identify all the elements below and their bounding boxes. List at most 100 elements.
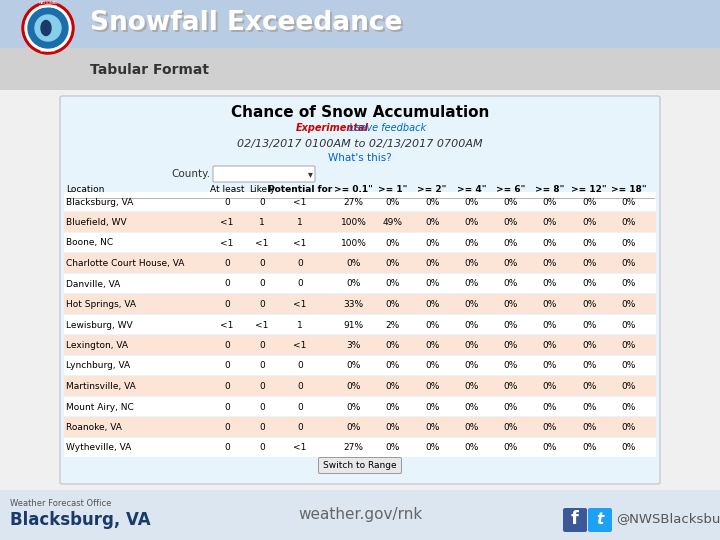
Text: 100%: 100% [341,239,366,247]
Text: 0%: 0% [425,239,439,247]
Text: 0: 0 [259,382,265,391]
Text: 0: 0 [224,382,230,391]
Text: Blacksburg, VA: Blacksburg, VA [66,198,133,206]
Text: 0%: 0% [621,300,636,309]
Text: 0%: 0% [386,423,400,432]
Text: 0%: 0% [464,341,479,350]
Text: 0%: 0% [621,321,636,329]
Bar [64,335,656,355]
Text: 0%: 0% [543,341,557,350]
Text: 0%: 0% [582,361,596,370]
Text: 0: 0 [259,402,265,411]
Bar [64,181,656,197]
Text: 0: 0 [259,198,265,206]
Text: 0: 0 [297,423,303,432]
Text: 0%: 0% [582,239,596,247]
Text: Chance of Snow Accumulation: Chance of Snow Accumulation [231,105,489,119]
Text: 0%: 0% [503,402,518,411]
Bar [64,294,656,314]
Text: WEATHER: WEATHER [38,4,58,9]
Text: 0%: 0% [543,402,557,411]
Text: Wytheville, VA: Wytheville, VA [66,443,131,453]
Text: 0%: 0% [621,382,636,391]
Text: Leave feedback: Leave feedback [349,123,426,133]
Text: 0%: 0% [582,402,596,411]
Bar [64,315,656,334]
Text: 0%: 0% [621,361,636,370]
Bar [64,417,656,437]
Text: 0%: 0% [503,382,518,391]
Bar [64,397,656,416]
Text: 2%: 2% [386,321,400,329]
Text: Tabular Format: Tabular Format [90,63,209,77]
Text: 0%: 0% [503,321,518,329]
Text: 0%: 0% [543,300,557,309]
Text: 0%: 0% [464,321,479,329]
Text: 0%: 0% [464,402,479,411]
Text: 0: 0 [224,198,230,206]
Text: Charlotte Court House, VA: Charlotte Court House, VA [66,259,184,268]
Text: Roanoke, VA: Roanoke, VA [66,423,122,432]
Text: 0%: 0% [386,239,400,247]
Text: 0%: 0% [582,280,596,288]
Text: <1: <1 [293,443,307,453]
Text: 1: 1 [297,321,303,329]
Text: 0%: 0% [503,259,518,268]
Text: 0%: 0% [543,423,557,432]
Text: 0%: 0% [543,239,557,247]
Text: 0%: 0% [621,239,636,247]
Text: 0%: 0% [346,280,361,288]
Bar [64,212,656,232]
Bar [64,356,656,375]
Text: 0%: 0% [582,321,596,329]
Text: 0%: 0% [425,361,439,370]
Bar [64,233,656,252]
Text: 0: 0 [224,300,230,309]
FancyBboxPatch shape [60,96,660,484]
Text: 0%: 0% [464,239,479,247]
Text: 0%: 0% [346,382,361,391]
Text: <1: <1 [293,341,307,350]
Text: 27%: 27% [343,443,364,453]
Text: 0%: 0% [346,361,361,370]
Text: Hot Springs, VA: Hot Springs, VA [66,300,136,309]
Text: 0%: 0% [425,259,439,268]
Text: >= 1": >= 1" [378,185,408,193]
Text: >= 12": >= 12" [571,185,607,193]
Text: 0: 0 [297,402,303,411]
Text: 0%: 0% [386,361,400,370]
Text: 0%: 0% [386,341,400,350]
Text: 0%: 0% [582,300,596,309]
Text: 0%: 0% [503,341,518,350]
Bar [64,253,656,273]
Text: 1: 1 [297,218,303,227]
Text: 0%: 0% [464,423,479,432]
Text: 0%: 0% [582,382,596,391]
Text: 0: 0 [224,361,230,370]
Text: 0%: 0% [621,341,636,350]
Text: Bluefield, WV: Bluefield, WV [66,218,127,227]
Text: 0%: 0% [346,423,361,432]
Text: 0%: 0% [464,361,479,370]
Text: 0%: 0% [386,280,400,288]
Text: Switch to Range: Switch to Range [323,461,397,470]
Text: >= 2": >= 2" [418,185,447,193]
Text: 0%: 0% [503,423,518,432]
Bar [64,274,656,293]
Text: >= 4": >= 4" [456,185,486,193]
Text: f: f [571,510,579,528]
Text: 33%: 33% [343,300,364,309]
Text: 0%: 0% [543,259,557,268]
Text: 0%: 0% [503,443,518,453]
Text: 0%: 0% [503,239,518,247]
Text: 0%: 0% [503,218,518,227]
Text: t: t [596,511,603,526]
Circle shape [25,5,71,51]
Text: 0%: 0% [386,300,400,309]
Text: 0: 0 [224,259,230,268]
Text: 0%: 0% [543,361,557,370]
Text: Martinsville, VA: Martinsville, VA [66,382,136,391]
Text: 0: 0 [259,300,265,309]
Text: <1: <1 [293,239,307,247]
Text: 3%: 3% [346,341,361,350]
